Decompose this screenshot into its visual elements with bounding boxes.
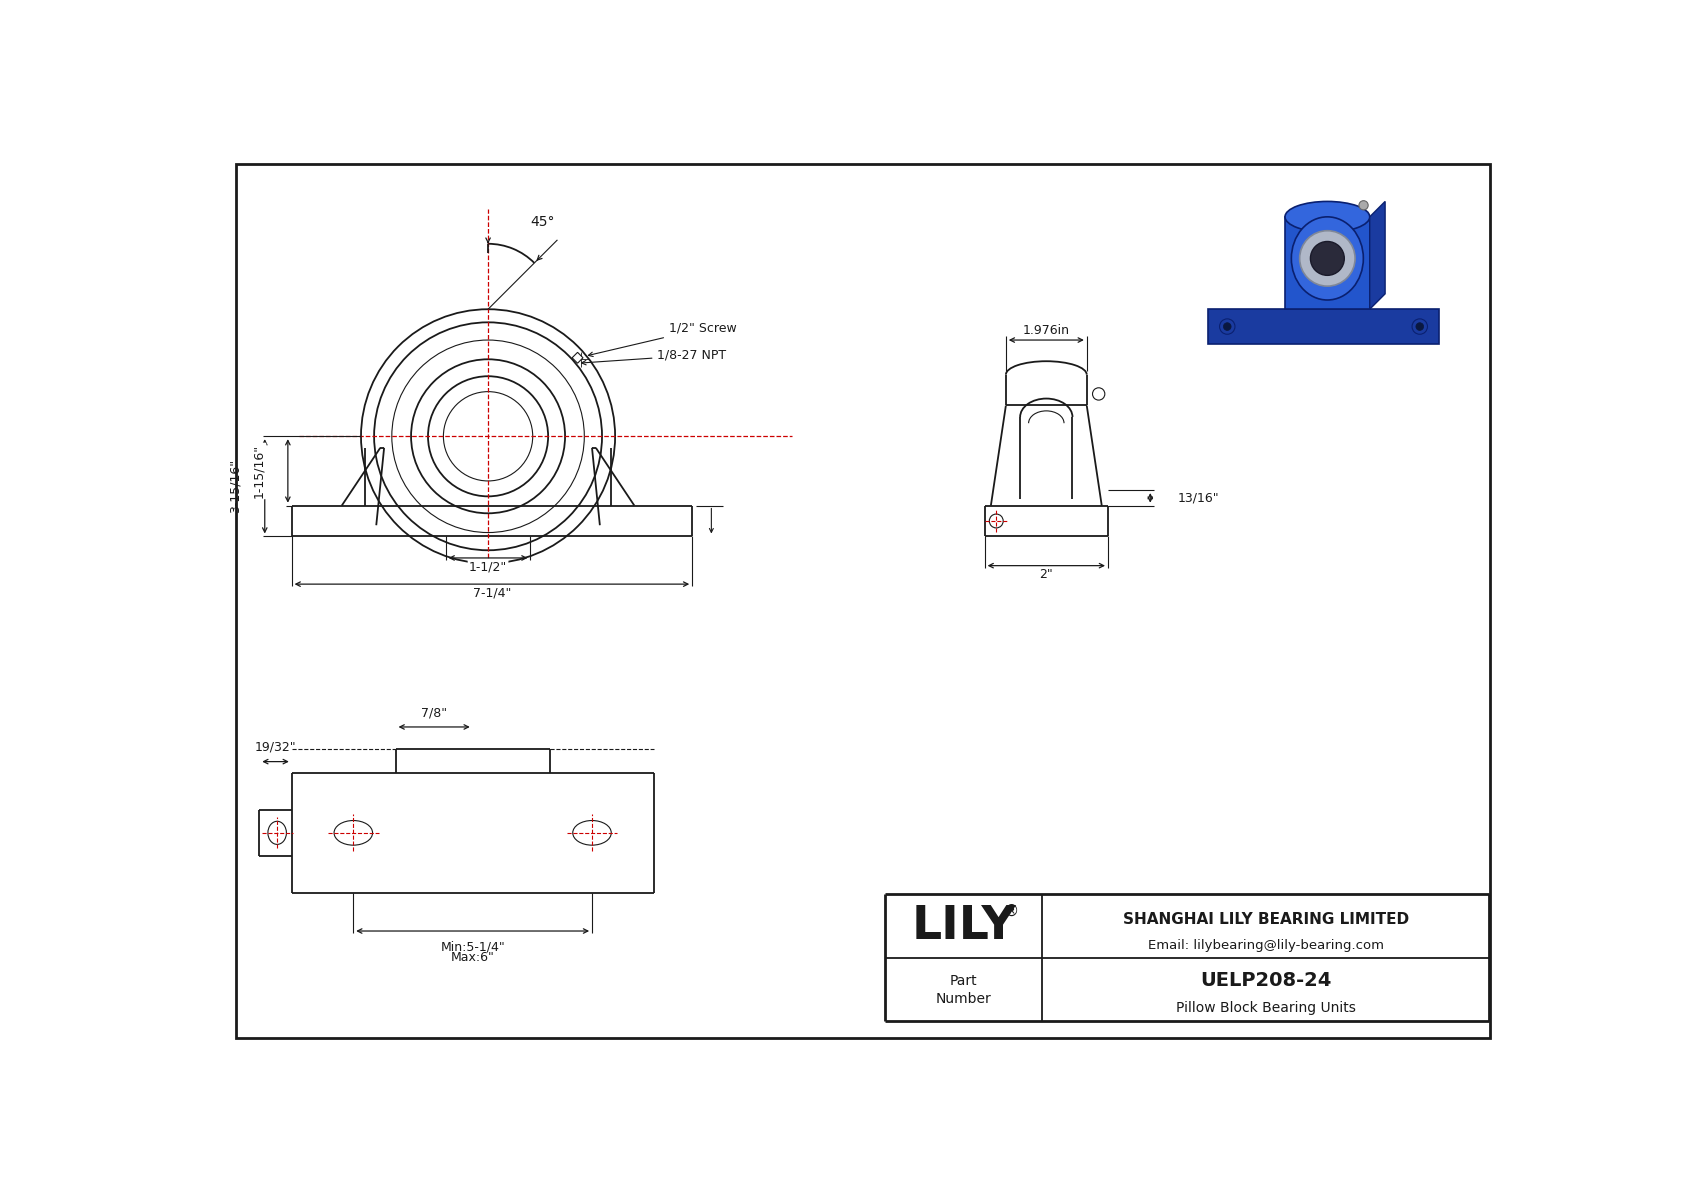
Ellipse shape bbox=[1292, 217, 1364, 300]
Polygon shape bbox=[1369, 201, 1386, 310]
Text: 7/8": 7/8" bbox=[421, 706, 448, 719]
Circle shape bbox=[1310, 242, 1344, 275]
Circle shape bbox=[1416, 323, 1423, 330]
Text: 13/16": 13/16" bbox=[1177, 492, 1219, 505]
Bar bbox=[573, 353, 583, 363]
Circle shape bbox=[1300, 231, 1356, 286]
Text: 2": 2" bbox=[1039, 568, 1052, 581]
Text: 1/2" Screw: 1/2" Screw bbox=[588, 322, 738, 356]
Text: 7-1/4": 7-1/4" bbox=[473, 587, 512, 600]
Text: Email: lilybearing@lily-bearing.com: Email: lilybearing@lily-bearing.com bbox=[1148, 939, 1384, 952]
Text: Min:5-1/4": Min:5-1/4" bbox=[440, 940, 505, 953]
Circle shape bbox=[1219, 319, 1234, 335]
Text: 45°: 45° bbox=[530, 216, 556, 229]
Text: 1-1/2": 1-1/2" bbox=[468, 561, 507, 574]
Bar bbox=[1285, 217, 1369, 310]
Text: 1.976in: 1.976in bbox=[1022, 324, 1069, 337]
Text: Pillow Block Bearing Units: Pillow Block Bearing Units bbox=[1175, 1000, 1356, 1015]
Text: 3-15/16": 3-15/16" bbox=[229, 460, 242, 513]
Text: Part
Number: Part Number bbox=[936, 973, 992, 1006]
Text: 1/8-27 NPT: 1/8-27 NPT bbox=[581, 349, 726, 364]
Circle shape bbox=[1223, 323, 1231, 330]
Polygon shape bbox=[1207, 310, 1440, 344]
Text: Max:6": Max:6" bbox=[451, 952, 495, 964]
Circle shape bbox=[1359, 200, 1367, 210]
Text: SHANGHAI LILY BEARING LIMITED: SHANGHAI LILY BEARING LIMITED bbox=[1123, 912, 1410, 928]
Text: UELP208-24: UELP208-24 bbox=[1201, 972, 1332, 991]
Text: LILY: LILY bbox=[911, 904, 1015, 949]
Ellipse shape bbox=[1285, 201, 1369, 232]
Text: 19/32": 19/32" bbox=[254, 741, 296, 754]
Text: ®: ® bbox=[1004, 903, 1019, 918]
Circle shape bbox=[1413, 319, 1428, 335]
Text: 1-15/16": 1-15/16" bbox=[253, 444, 264, 498]
